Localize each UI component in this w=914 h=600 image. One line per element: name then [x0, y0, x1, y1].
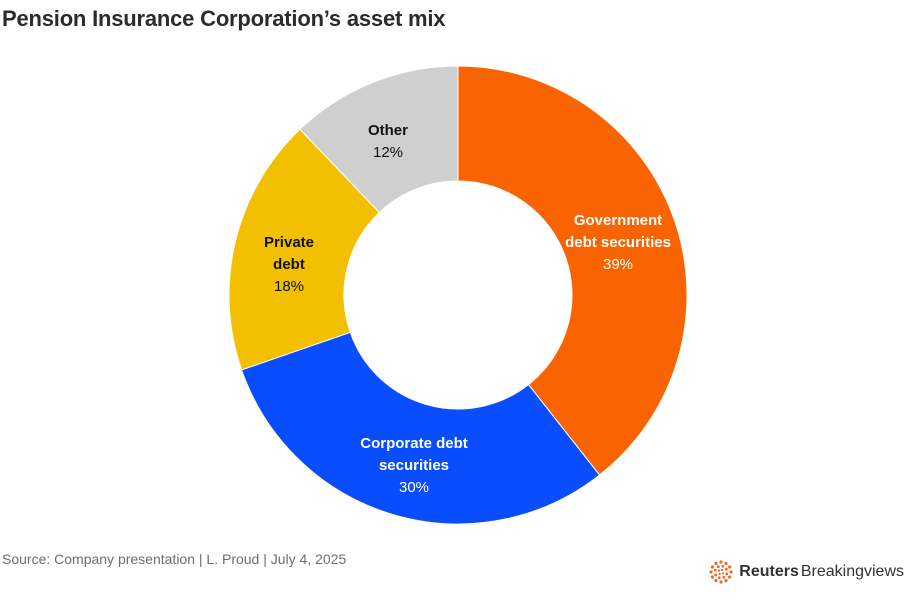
logo-text-breakingviews: Breakingviews — [800, 563, 904, 580]
logo-dot — [722, 572, 725, 575]
slice-value-1: 30% — [399, 479, 429, 496]
logo-dot — [718, 576, 721, 580]
logo-dot — [714, 568, 717, 572]
logo-dot — [722, 575, 726, 579]
slice-value-2: 18% — [274, 278, 304, 295]
logo-dot — [711, 565, 715, 569]
slice-label-1-line-0: Corporate debt — [360, 435, 468, 452]
logo-dot — [719, 580, 723, 584]
logo-dot — [714, 561, 718, 565]
logo-dot — [714, 579, 718, 583]
logo-dot — [714, 573, 718, 577]
logo-dot — [721, 568, 724, 572]
slice-label-1-line-1: securities — [379, 457, 449, 474]
chart-title: Pension Insurance Corporation’s asset mi… — [2, 6, 446, 31]
logo-dot — [725, 572, 729, 576]
logo-dot — [718, 572, 722, 576]
slice-label-2-line-0: Private — [264, 234, 314, 251]
slice-label-3-line-0: Other — [368, 122, 408, 139]
slice-label-0-line-0: Government — [574, 212, 662, 229]
logo-dot — [719, 560, 723, 564]
logo-dot — [709, 570, 713, 574]
logo-dot — [711, 575, 715, 579]
donut-slices — [228, 65, 688, 525]
slice-label-0-line-1: debt securities — [565, 234, 671, 251]
donut-slice-1 — [240, 331, 601, 525]
logo-dot — [717, 565, 720, 569]
donut-labels: Government debt securities 39% Corporate de… — [264, 122, 671, 496]
logo-dot — [724, 579, 728, 583]
slice-value-0: 39% — [603, 256, 633, 273]
donut-slice-2 — [228, 128, 381, 371]
logo-dot — [718, 569, 721, 572]
logo-dot — [725, 567, 728, 571]
slice-value-3: 12% — [373, 144, 403, 161]
logo-dot — [721, 564, 725, 568]
logo-dot — [728, 565, 732, 569]
donut-slice-3 — [299, 65, 459, 214]
slice-label-2-line-1: debt — [273, 256, 305, 273]
logo-dot — [729, 570, 733, 574]
reuters-breakingviews-logo: Reuters Breakingviews — [709, 560, 904, 584]
logo-dot — [728, 575, 732, 579]
logo-dot — [724, 561, 728, 565]
donut-slice-0 — [457, 65, 688, 476]
logo-text-reuters: Reuters — [739, 563, 799, 580]
reuters-dots-icon — [709, 560, 733, 584]
donut-chart: Government debt securities 39% Corporate de… — [228, 65, 688, 525]
source-note: Source: Company presentation | L. Proud … — [2, 551, 347, 567]
